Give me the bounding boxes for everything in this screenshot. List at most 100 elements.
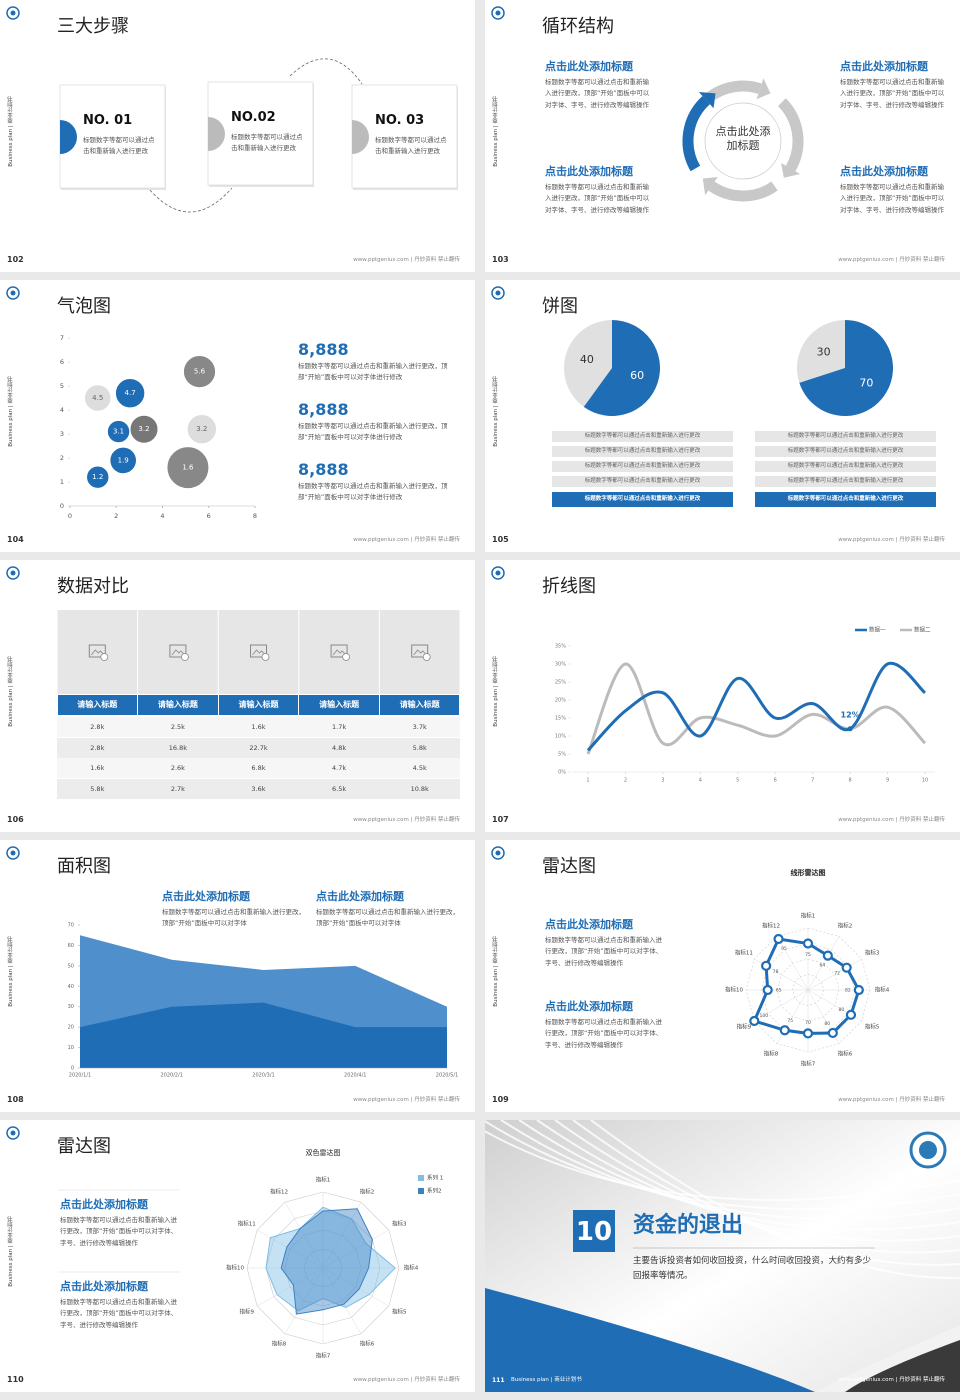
radar-value-label: 72 — [834, 971, 840, 977]
stat-value: 8,888 — [298, 340, 349, 359]
legend-label: 数据一 — [869, 626, 886, 634]
slide-title: 雷达图 — [542, 856, 596, 877]
section-box — [573, 1210, 615, 1252]
image-icon-mountain — [90, 649, 105, 656]
table-cell: 2.6k — [137, 758, 219, 778]
logo-inner — [10, 1130, 16, 1136]
radar-spoke — [776, 936, 809, 991]
item-text: 标题数字等都可以通过点击和重新输入进行更改，顶部“开始”面板中可以对字体 — [162, 908, 305, 928]
site-credit: www.pptgenius.com | 丹妙资料 禁止翻传 — [838, 257, 945, 263]
table-cell: 10.8k — [379, 778, 460, 799]
side-label: Business plan | 商业计划书 — [8, 96, 14, 167]
slide-title: 面积图 — [57, 856, 111, 877]
radar-axis-label: 指标6 — [360, 1340, 375, 1348]
logo-inner — [10, 570, 16, 576]
cycle-arrowhead — [756, 78, 771, 100]
radar-point — [853, 984, 864, 996]
radar-point — [827, 1027, 838, 1039]
x-tick-label: 6 — [774, 778, 777, 784]
stat-value: 8,888 — [298, 460, 349, 479]
legend-label: 数据二 — [914, 626, 931, 634]
step-tab — [208, 117, 225, 151]
wave-blue — [485, 1288, 815, 1392]
slide: 数据对比 Business plan | 商业计划书 106 www.pptgeniu… — [0, 560, 475, 832]
radar-point — [749, 1015, 760, 1027]
cycle-arrowhead — [781, 163, 801, 178]
slide-graphics — [6, 6, 458, 213]
table-cell: 1.6k — [218, 717, 299, 737]
stat-value: 8,888 — [298, 400, 349, 419]
slide: 0% 5% 10% 15% 20% 25% 30% 35% 1 2 3 4 5 6 7 8 9 10 12% 数据一 数… — [485, 560, 960, 832]
x-tick-label: 4 — [160, 512, 164, 520]
pie-label: 60 — [630, 369, 644, 382]
radar-axis-label: 指标5 — [865, 1023, 880, 1031]
slide-title: 数据对比 — [57, 576, 129, 597]
radar-value-label: 78 — [773, 969, 779, 975]
slide-graphics — [485, 1120, 960, 1392]
radar-axis-label: 指标2 — [360, 1187, 375, 1195]
bubble — [114, 378, 146, 409]
table-cell: 2.5k — [137, 717, 219, 737]
image-icon-mountain — [332, 649, 347, 656]
step-text: 标题数字等都可以通过点击和重新输入进行更改 — [83, 136, 155, 156]
stat-text: 标题数字等都可以通过点击和重新输入进行更改，顶部“开始”面板中可以对字体进行修改 — [298, 362, 448, 382]
section-text: 主要告诉投资者如何收回投资，什么时间收回投资，大约有多少回报率等情况。 — [633, 1256, 872, 1281]
y-tick-label: 3 — [60, 430, 64, 438]
radar-spoke — [807, 936, 840, 991]
item-text: 标题数字等都可以通过点击和重新输入进行更改，顶部“开始”面板中可以对字体、字号、… — [60, 1216, 178, 1247]
bubble — [83, 384, 112, 412]
site-credit: www.pptgenius.com | 丹妙资料 禁止翻传 — [838, 1377, 945, 1383]
slide-title: 雷达图 — [57, 1136, 111, 1157]
side-label: Business plan | 商业计划书 — [493, 376, 499, 447]
image-icon — [411, 644, 429, 658]
step-tab — [60, 120, 77, 154]
side-label: Business plan | 商业计划书 — [493, 656, 499, 727]
site-credit: www.pptgenius.com | 丹妙资料 禁止翻传 — [353, 537, 460, 543]
table-cell: 6.5k — [298, 778, 380, 799]
logo-inner — [495, 850, 501, 856]
table-cell: 5.8k — [379, 737, 460, 758]
x-tick-label: 8 — [253, 512, 257, 520]
slide: 三大步骤 Business plan | 商业计划书 102 www.pptgeniu… — [0, 0, 475, 272]
pie-row: 标题数字等都可以通过点击和重新输入进行更改 — [552, 431, 733, 442]
x-tick-label: 2 — [624, 778, 627, 784]
slide-title: 三大步骤 — [57, 16, 129, 37]
site-credit: www.pptgenius.com | 丹妙资料 禁止翻传 — [353, 1097, 460, 1103]
radar-series — [280, 1208, 373, 1315]
radar-value-label: 75 — [787, 1018, 793, 1024]
radar-value-label: 82 — [845, 988, 851, 994]
radar-point — [762, 984, 773, 996]
image-icon-plus — [100, 653, 109, 661]
y-tick-label: 30 — [68, 1004, 74, 1010]
table-cell: 4.7k — [298, 758, 380, 778]
radar-axis-label: 指标2 — [838, 921, 853, 929]
logo-inner — [10, 850, 16, 856]
radar-axis-label: 指标4 — [875, 986, 890, 994]
pie-row: 标题数字等都可以通过点击和重新输入进行更改 — [552, 492, 733, 507]
line-series — [586, 661, 927, 752]
radar-spoke — [807, 958, 862, 991]
cycle-arc — [777, 98, 804, 172]
value-label: 12% — [841, 710, 860, 719]
bubble-label: 1.9 — [118, 456, 129, 464]
cycle-center: 点击此处添加标题 — [715, 125, 771, 152]
radar-spoke — [776, 989, 809, 1044]
y-tick-label: 30% — [555, 662, 566, 668]
y-tick-label: 10 — [68, 1045, 74, 1051]
x-tick-label: 4 — [699, 778, 702, 784]
item-heading: 点击此处添加标题 — [545, 165, 633, 178]
bubble-label: 4.7 — [125, 389, 136, 397]
cycle-arrowhead — [698, 91, 716, 109]
radar-title: 线形雷达图 — [791, 868, 826, 877]
radar-axis-label: 指标1 — [316, 1176, 331, 1184]
item-heading: 点击此处添加标题 — [162, 890, 250, 903]
cycle-arc — [708, 181, 778, 202]
y-tick-label: 10% — [555, 734, 566, 740]
y-tick-label: 70 — [68, 923, 74, 929]
table-header: 请输入标题 — [138, 695, 218, 715]
pie-row: 标题数字等都可以通过点击和重新输入进行更改 — [755, 476, 936, 487]
table-cell: 2.7k — [137, 778, 219, 799]
